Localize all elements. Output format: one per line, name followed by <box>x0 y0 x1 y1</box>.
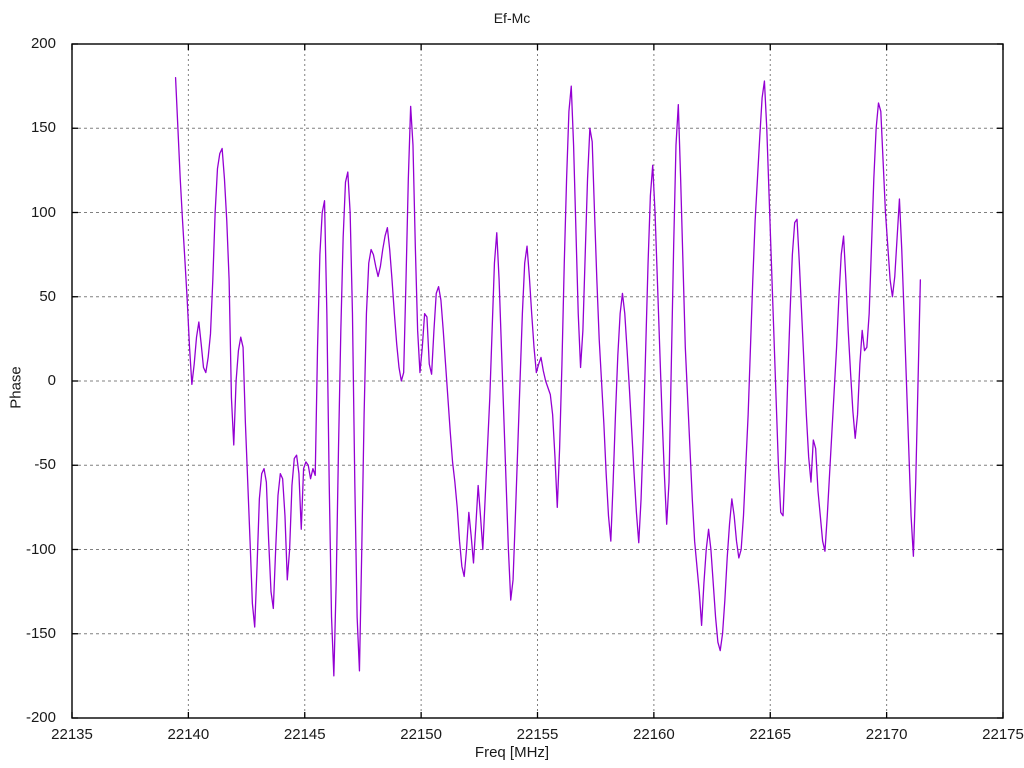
x-tick-label: 22160 <box>633 726 675 743</box>
x-tick-label: 22135 <box>51 726 93 743</box>
grid-lines <box>72 44 1003 718</box>
x-tick-label: 22175 <box>982 726 1024 743</box>
phase-data-line <box>174 77 922 677</box>
y-tick-label: 100 <box>30 203 56 221</box>
y-tick-label: 150 <box>30 119 56 137</box>
x-tick-label: 22155 <box>516 726 559 743</box>
plot-frame <box>71 43 1004 719</box>
y-tick-label: -50 <box>34 456 56 474</box>
y-tick-label: -100 <box>25 540 56 558</box>
y-tick-label: -200 <box>25 709 56 726</box>
x-tick-label: 22170 <box>865 726 908 743</box>
x-axis-title: Freq [MHz] <box>474 744 550 761</box>
y-tick-label: 0 <box>47 372 56 389</box>
y-tick-label: -150 <box>25 624 56 642</box>
x-tick-label: 22150 <box>400 726 442 743</box>
x-tick-label: 22145 <box>283 726 326 743</box>
chart-title: Ef-Mc <box>493 10 531 26</box>
x-tick-label: 22140 <box>167 726 210 743</box>
y-tick-label: 200 <box>30 35 56 52</box>
y-tick-label: 50 <box>39 287 56 305</box>
x-tick-label: 22165 <box>749 726 792 743</box>
